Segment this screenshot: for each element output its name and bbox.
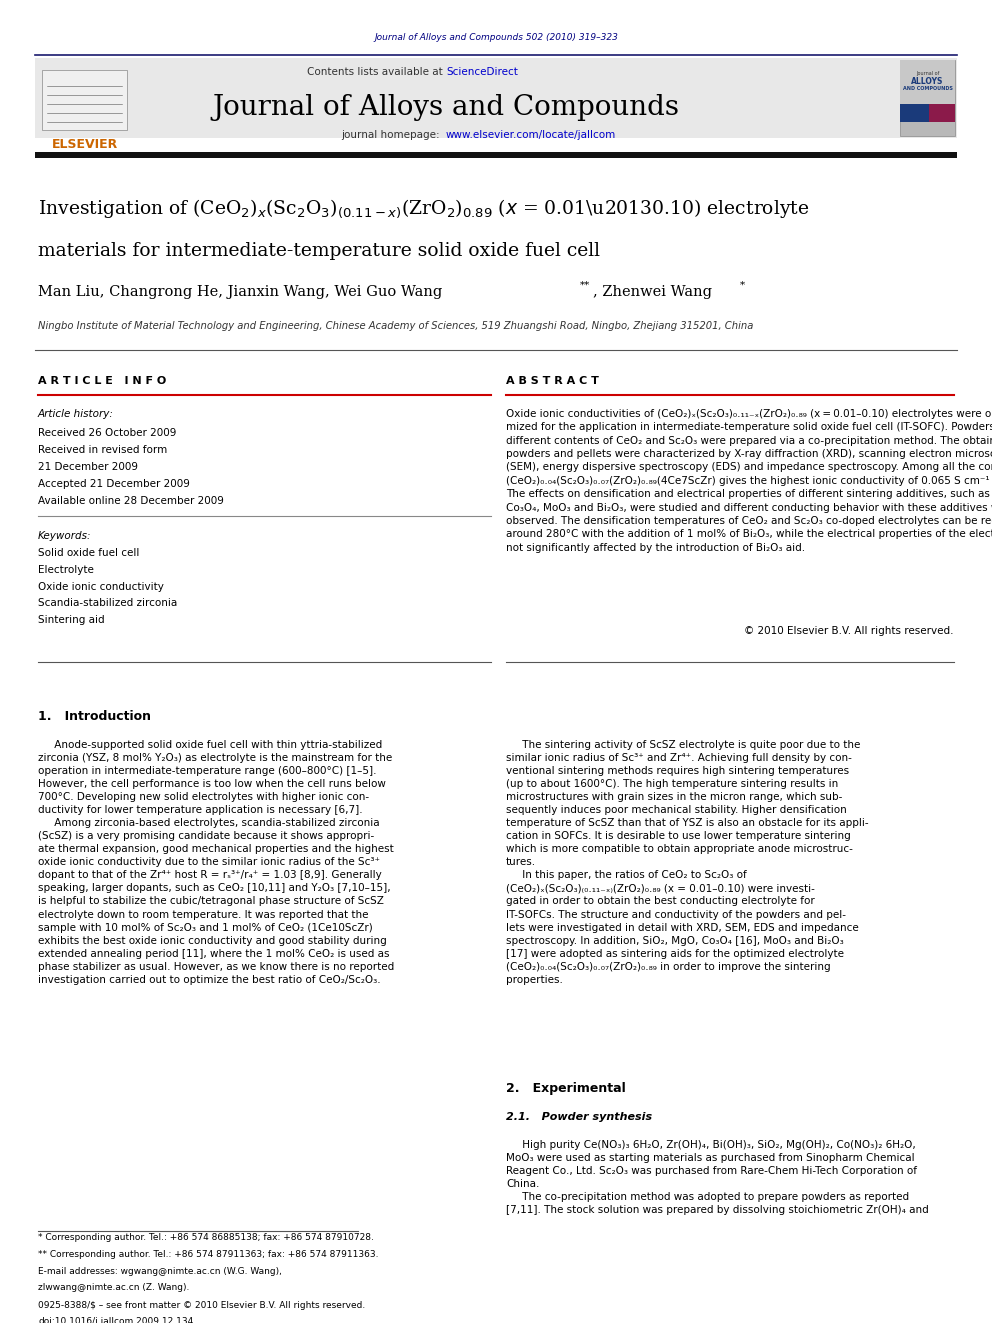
Bar xyxy=(35,58,957,138)
Text: 1.   Introduction: 1. Introduction xyxy=(38,710,151,722)
Text: doi:10.1016/j.jallcom.2009.12.134: doi:10.1016/j.jallcom.2009.12.134 xyxy=(38,1316,193,1323)
Text: Keywords:: Keywords: xyxy=(38,531,91,541)
Text: 0925-8388/$ – see front matter © 2010 Elsevier B.V. All rights reserved.: 0925-8388/$ – see front matter © 2010 El… xyxy=(38,1301,365,1310)
Text: Scandia-stabilized zirconia: Scandia-stabilized zirconia xyxy=(38,598,178,609)
Text: Anode-supported solid oxide fuel cell with thin yttria-stabilized
zirconia (YSZ,: Anode-supported solid oxide fuel cell wi… xyxy=(38,740,394,984)
Text: © 2010 Elsevier B.V. All rights reserved.: © 2010 Elsevier B.V. All rights reserved… xyxy=(745,626,954,636)
Text: *: * xyxy=(740,280,745,290)
Text: Ningbo Institute of Material Technology and Engineering, Chinese Academy of Scie: Ningbo Institute of Material Technology … xyxy=(38,321,753,331)
Text: Journal of Alloys and Compounds: Journal of Alloys and Compounds xyxy=(212,94,680,122)
Text: Sintering aid: Sintering aid xyxy=(38,615,104,626)
Text: High purity Ce(NO₃)₃ 6H₂O, Zr(OH)₄, Bi(OH)₃, SiO₂, Mg(OH)₂, Co(NO₃)₂ 6H₂O,
MoO₃ : High purity Ce(NO₃)₃ 6H₂O, Zr(OH)₄, Bi(O… xyxy=(506,1140,929,1216)
Text: A B S T R A C T: A B S T R A C T xyxy=(506,376,599,386)
Text: Received in revised form: Received in revised form xyxy=(38,445,168,455)
Text: Oxide ionic conductivity: Oxide ionic conductivity xyxy=(38,582,164,591)
Text: 21 December 2009: 21 December 2009 xyxy=(38,462,138,472)
Text: * Corresponding author. Tel.: +86 574 86885138; fax: +86 574 87910728.: * Corresponding author. Tel.: +86 574 86… xyxy=(38,1233,374,1242)
Text: Article history:: Article history: xyxy=(38,409,114,419)
Text: Journal of Alloys and Compounds 502 (2010) 319–323: Journal of Alloys and Compounds 502 (201… xyxy=(374,33,618,42)
Bar xyxy=(42,70,127,130)
Text: ALLOYS: ALLOYS xyxy=(912,77,943,86)
Text: Available online 28 December 2009: Available online 28 December 2009 xyxy=(38,496,224,505)
Text: Man Liu, Changrong He, Jianxin Wang, Wei Guo Wang: Man Liu, Changrong He, Jianxin Wang, Wei… xyxy=(38,284,442,299)
Text: Electrolyte: Electrolyte xyxy=(38,565,94,574)
Bar xyxy=(900,60,955,105)
Text: Investigation of (CeO$_2$)$_x$(Sc$_2$O$_3$)$_{(0.11-x)}$(ZrO$_2$)$_{0.89}$ ($x$ : Investigation of (CeO$_2$)$_x$(Sc$_2$O$_… xyxy=(38,198,809,220)
Bar xyxy=(929,105,955,122)
Text: zlwwang@nimte.ac.cn (Z. Wang).: zlwwang@nimte.ac.cn (Z. Wang). xyxy=(38,1283,189,1293)
Text: Oxide ionic conductivities of (CeO₂)ₓ(Sc₂O₃)₀.₁₁₋ₓ(ZrO₂)₀.₈₉ (x = 0.01–0.10) ele: Oxide ionic conductivities of (CeO₂)ₓ(Sc… xyxy=(506,409,992,553)
Text: Accepted 21 December 2009: Accepted 21 December 2009 xyxy=(38,479,189,490)
Text: Solid oxide fuel cell: Solid oxide fuel cell xyxy=(38,548,139,558)
Text: journal homepage:: journal homepage: xyxy=(341,130,446,140)
Bar xyxy=(900,60,955,136)
Text: The sintering activity of ScSZ electrolyte is quite poor due to the
similar ioni: The sintering activity of ScSZ electroly… xyxy=(506,740,869,984)
Bar xyxy=(35,152,957,157)
Text: A R T I C L E   I N F O: A R T I C L E I N F O xyxy=(38,376,167,386)
Text: ** Corresponding author. Tel.: +86 574 87911363; fax: +86 574 87911363.: ** Corresponding author. Tel.: +86 574 8… xyxy=(38,1250,379,1259)
Bar xyxy=(900,105,929,122)
Text: ELSEVIER: ELSEVIER xyxy=(52,138,118,151)
Text: **: ** xyxy=(580,280,590,290)
Text: Contents lists available at: Contents lists available at xyxy=(307,67,446,78)
Text: , Zhenwei Wang: , Zhenwei Wang xyxy=(593,284,712,299)
Text: Received 26 October 2009: Received 26 October 2009 xyxy=(38,429,177,438)
Text: E-mail addresses: wgwang@nimte.ac.cn (W.G. Wang),: E-mail addresses: wgwang@nimte.ac.cn (W.… xyxy=(38,1267,282,1275)
Text: 2.   Experimental: 2. Experimental xyxy=(506,1082,626,1095)
Text: Journal of: Journal of xyxy=(916,71,939,77)
Text: AND COMPOUNDS: AND COMPOUNDS xyxy=(903,86,952,90)
Text: 2.1.   Powder synthesis: 2.1. Powder synthesis xyxy=(506,1113,652,1122)
Text: ScienceDirect: ScienceDirect xyxy=(446,67,518,78)
Text: materials for intermediate-temperature solid oxide fuel cell: materials for intermediate-temperature s… xyxy=(38,242,600,261)
Text: www.elsevier.com/locate/jallcom: www.elsevier.com/locate/jallcom xyxy=(446,130,616,140)
